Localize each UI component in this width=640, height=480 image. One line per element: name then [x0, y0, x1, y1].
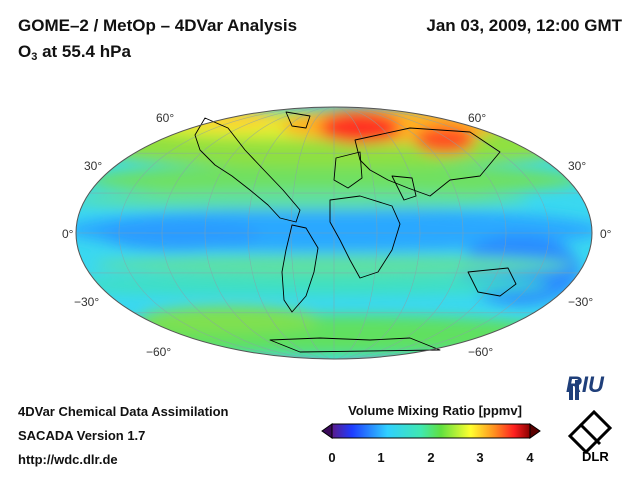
pressure-level: at 55.4 hPa — [37, 42, 131, 61]
riu-logo-mark — [569, 380, 579, 400]
species-name: O — [18, 42, 32, 61]
colorbar-tick-1: 1 — [377, 450, 385, 465]
species-level: O3 at 55.4 hPa — [18, 42, 131, 63]
colorbar-tick-4: 4 — [526, 450, 534, 465]
ozone-field — [76, 107, 592, 359]
lat-label-60s-left: −60° — [146, 345, 171, 359]
footer-assimilation: 4DVar Chemical Data Assimilation — [18, 404, 229, 419]
dlr-logo — [567, 409, 613, 455]
lat-label-0-right: 0° — [600, 227, 612, 241]
lat-label-30n-left: 30° — [84, 159, 102, 173]
coastlines — [194, 111, 517, 353]
globe-outline — [75, 106, 593, 360]
analysis-datetime: Jan 03, 2009, 12:00 GMT — [426, 16, 622, 35]
lat-label-60n-right: 60° — [468, 111, 486, 125]
colorbar-tick-0: 0 — [328, 450, 336, 465]
colorbar-min-arrow — [321, 423, 333, 439]
lat-label-30s-left: −30° — [74, 295, 99, 309]
colorbar — [321, 423, 541, 439]
graticule — [76, 106, 592, 360]
footer-url[interactable]: http://wdc.dlr.de — [18, 452, 118, 467]
map-title: GOME–2 / MetOp – 4DVar Analysis — [18, 16, 298, 35]
colorbar-title: Volume Mixing Ratio [ppmv] — [348, 403, 522, 418]
footer-version: SACADA Version 1.7 — [18, 428, 146, 443]
lat-label-0-left: 0° — [62, 227, 74, 241]
species-subscript: 3 — [31, 51, 38, 63]
colorbar-tick-3: 3 — [476, 450, 484, 465]
riu-logo-text: RIU — [566, 372, 604, 397]
colorbar-gradient — [331, 423, 531, 439]
lat-label-60n-left: 60° — [156, 111, 174, 125]
dlr-logo-text: DLR — [582, 449, 609, 464]
lat-label-30s-right: −30° — [568, 295, 593, 309]
colorbar-tick-2: 2 — [427, 450, 435, 465]
colorbar-max-arrow — [529, 423, 541, 439]
lat-label-30n-right: 30° — [568, 159, 586, 173]
lat-label-60s-right: −60° — [468, 345, 493, 359]
